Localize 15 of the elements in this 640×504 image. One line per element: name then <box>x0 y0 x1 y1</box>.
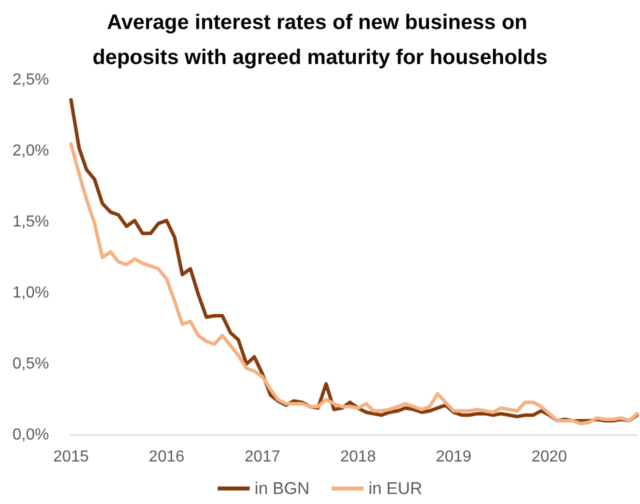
x-tick-label: 2020 <box>531 448 568 466</box>
y-tick-label: 2,0% <box>12 142 49 160</box>
y-tick-label: 2,5% <box>12 72 49 88</box>
x-tick-label: 2018 <box>340 448 376 466</box>
y-tick-label: 0,5% <box>12 356 49 372</box>
chart-title: Average interest rates of new business on deposits with agreed maturity for households <box>92 11 548 69</box>
y-tick-label: 1,0% <box>12 284 49 302</box>
x-tick-label: 2017 <box>244 448 280 466</box>
y-tick-label: 0,0% <box>12 426 49 444</box>
x-tick-label: 2016 <box>148 448 184 466</box>
legend-label: in BGN <box>254 479 310 498</box>
x-tick-label: 2019 <box>436 448 472 466</box>
legend-label: in EUR <box>368 479 422 498</box>
y-tick-label: 1,5% <box>12 214 49 230</box>
x-tick-label: 2015 <box>53 448 89 466</box>
